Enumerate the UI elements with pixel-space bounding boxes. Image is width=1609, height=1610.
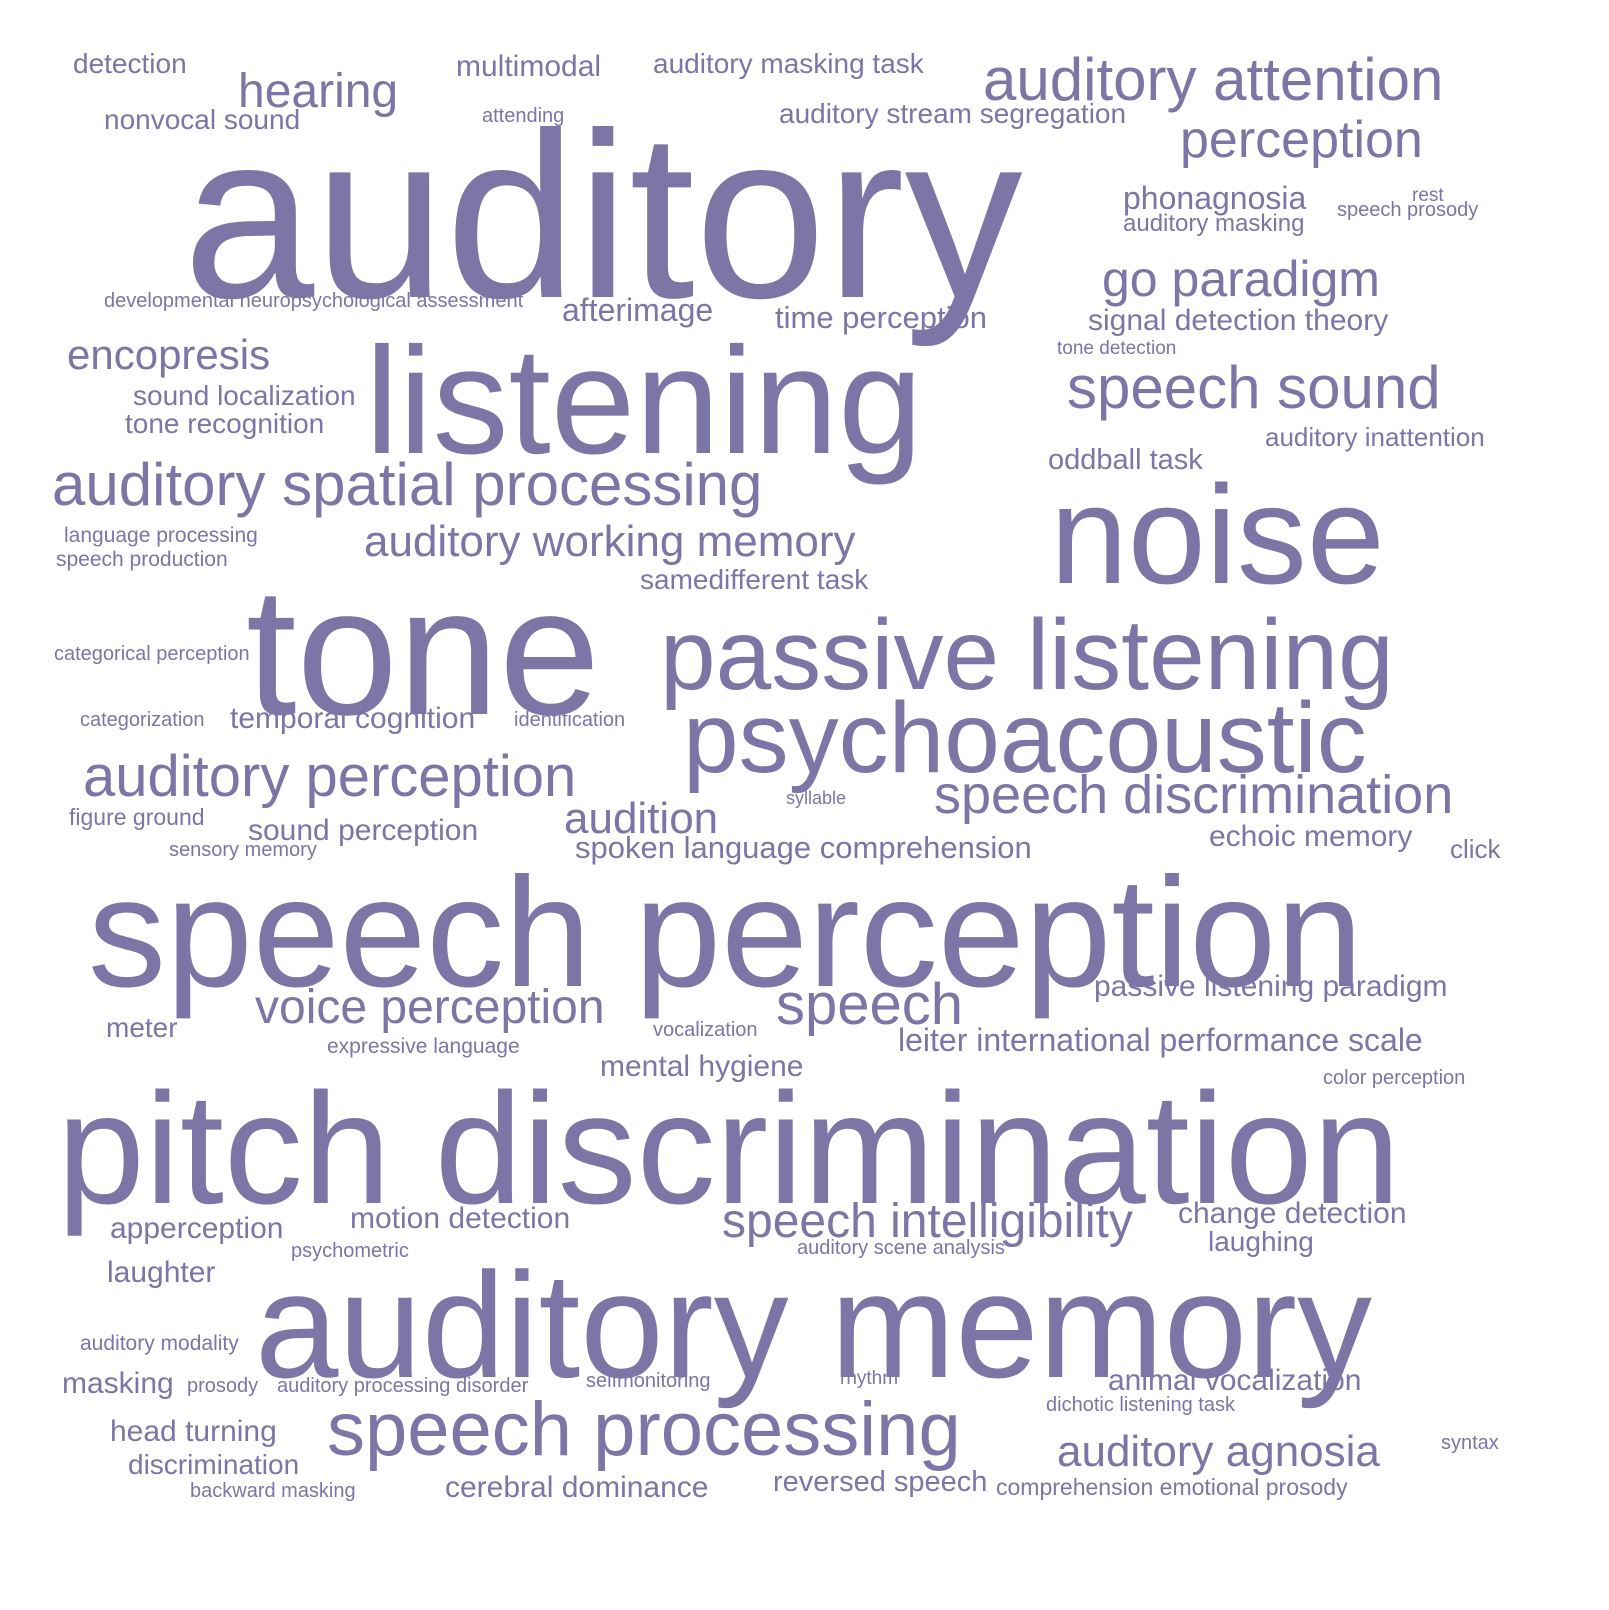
word-auditory-modality: auditory modality: [80, 1332, 239, 1355]
word-identification: identification: [514, 709, 626, 731]
word-color-perception: color perception: [1323, 1067, 1466, 1089]
word-expressive-language: expressive language: [327, 1035, 520, 1058]
word-dichotic-listening-task: dichotic listening task: [1046, 1394, 1235, 1416]
word-sound-localization: sound localization: [133, 380, 356, 411]
word-noise: noise: [1050, 456, 1385, 613]
word-detection: detection: [73, 48, 187, 79]
word-auditory-agnosia: auditory agnosia: [1057, 1427, 1380, 1476]
word-cerebral-dominance: cerebral dominance: [445, 1471, 709, 1504]
word-psychometric: psychometric: [291, 1240, 409, 1262]
word-passive-listening: passive listening: [660, 599, 1394, 711]
word-nonvocal-sound: nonvocal sound: [104, 104, 301, 135]
word-auditory-working-memory: auditory working memory: [364, 517, 856, 566]
word-syllable: syllable: [786, 788, 847, 808]
word-categorization: categorization: [80, 709, 205, 731]
word-discrimination: discrimination: [128, 1449, 300, 1480]
word-change-detection: change detection: [1178, 1197, 1407, 1230]
word-backward-masking: backward masking: [190, 1480, 356, 1502]
word-language-processing: language processing: [64, 524, 258, 547]
word-afterimage: afterimage: [562, 292, 714, 328]
word-pitch-discrimination: pitch discrimination: [57, 1061, 1401, 1237]
word-click: click: [1450, 834, 1501, 864]
word-tone-detection: tone detection: [1057, 338, 1177, 359]
word-temporal-cognition: temporal cognition: [230, 702, 476, 735]
word-listening: listening: [365, 316, 923, 486]
word-multimodal: multimodal: [456, 50, 602, 83]
word-syntax: syntax: [1441, 1432, 1499, 1454]
word-passive-listening-paradigm: passive listening paradigm: [1094, 970, 1448, 1003]
word-speech-intelligibility: speech intelligibility: [722, 1195, 1133, 1248]
word-auditory-masking: auditory masking: [1123, 210, 1305, 237]
word-mental-hygiene: mental hygiene: [600, 1050, 804, 1083]
word-leiter-international-performance-scale: leiter international performance scale: [898, 1022, 1423, 1058]
word-head-turning: head turning: [110, 1415, 277, 1448]
word-auditory-spatial-processing: auditory spatial processing: [52, 451, 763, 518]
word-sound-perception: sound perception: [248, 814, 479, 847]
word-time-perception: time perception: [775, 300, 987, 335]
word-auditory-inattention: auditory inattention: [1265, 422, 1485, 452]
word-oddball-task: oddball task: [1048, 444, 1203, 476]
word-echoic-memory: echoic memory: [1209, 820, 1413, 853]
word-speech-discrimination: speech discrimination: [934, 765, 1454, 825]
word-speech: speech: [776, 972, 964, 1037]
word-speech-production: speech production: [56, 548, 228, 571]
word-speech-perception: speech perception: [88, 846, 1363, 1020]
word-voice-perception: voice perception: [255, 981, 605, 1034]
word-prosody: prosody: [187, 1375, 259, 1397]
word-masking: masking: [62, 1367, 174, 1400]
word-auditory: auditory: [183, 84, 1023, 348]
word-vocalization: vocalization: [653, 1019, 758, 1041]
word-sensory-memory: sensory memory: [169, 839, 317, 861]
word-rhythm: rhythm: [840, 1368, 899, 1389]
word-psychoacoustic: psychoacoustic: [683, 682, 1367, 794]
word-developmental-neuropsychological-assessment: developmental neuropsychological assessm…: [104, 290, 524, 312]
word-samedifferent-task: samedifferent task: [640, 564, 869, 595]
word-auditory-memory: auditory memory: [255, 1241, 1373, 1409]
word-auditory-perception: auditory perception: [83, 744, 577, 809]
word-meter: meter: [106, 1012, 178, 1043]
word-rest: rest: [1412, 185, 1444, 206]
word-speech-prosody: speech prosody: [1337, 199, 1479, 221]
word-motion-detection: motion detection: [350, 1202, 571, 1235]
word-phonagnosia: phonagnosia: [1123, 180, 1307, 216]
word-auditory-stream-segregation: auditory stream segregation: [779, 98, 1127, 129]
word-auditory-masking-task: auditory masking task: [653, 48, 924, 79]
word-reversed-speech: reversed speech: [773, 1466, 988, 1498]
word-attending: attending: [482, 105, 565, 127]
word-laughing: laughing: [1208, 1226, 1314, 1257]
word-spoken-language-comprehension: spoken language comprehension: [575, 830, 1032, 865]
word-auditory-processing-disorder: auditory processing disorder: [277, 1375, 529, 1397]
word-speech-processing: speech processing: [327, 1387, 961, 1472]
word-tone: tone: [246, 549, 601, 753]
word-auditory-attention: auditory attention: [983, 46, 1444, 113]
word-go-paradigm: go paradigm: [1102, 251, 1380, 307]
word-audition: audition: [564, 794, 719, 843]
word-laughter: laughter: [107, 1256, 216, 1289]
word-hearing: hearing: [238, 65, 399, 118]
word-signal-detection-theory: signal detection theory: [1088, 304, 1389, 337]
word-comprehension-emotional-prosody: comprehension emotional prosody: [996, 1474, 1348, 1500]
word-animal-vocalization: animal vocalization: [1108, 1364, 1362, 1397]
word-figure-ground: figure ground: [69, 804, 205, 830]
word-apperception: apperception: [110, 1212, 284, 1245]
word-categorical-perception: categorical perception: [54, 643, 250, 665]
word-encopresis: encopresis: [67, 331, 271, 378]
word-perception: perception: [1180, 111, 1423, 169]
word-tone-recognition: tone recognition: [125, 408, 325, 439]
word-auditory-scene-analysis: auditory scene analysis: [797, 1237, 1005, 1259]
word-speech-sound: speech sound: [1067, 354, 1441, 421]
word-selfmonitoring: selfmonitoring: [586, 1370, 711, 1392]
